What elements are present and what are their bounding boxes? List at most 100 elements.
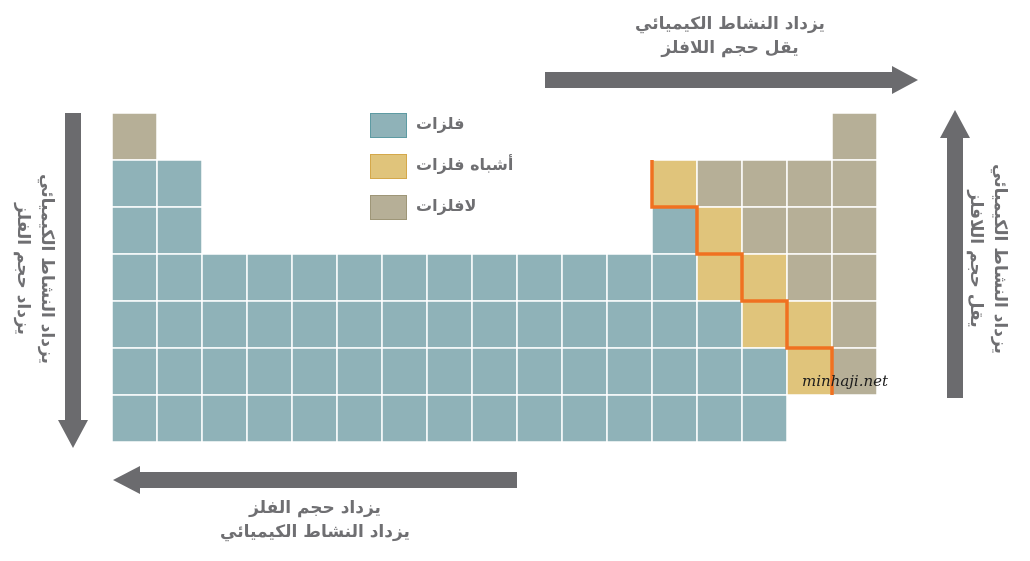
element-cell-metalloid <box>741 253 788 302</box>
element-cell-metalloid <box>651 159 698 208</box>
element-cell-nonmetal <box>831 159 878 208</box>
top-arrow-label: يزداد النشاط الكيميائي يقل حجم اللافلز <box>620 12 840 60</box>
element-cell-metal <box>426 253 473 302</box>
legend-swatch-metalloid <box>370 154 407 179</box>
element-cell-metalloid <box>786 300 833 349</box>
right-arrow-line-2: يقل حجم اللافلز <box>966 190 986 328</box>
element-cell-metal <box>606 347 653 396</box>
element-cell-metal <box>516 253 563 302</box>
element-cell-metal <box>516 300 563 349</box>
element-cell-metal <box>516 394 563 443</box>
element-cell-metal <box>561 253 608 302</box>
metalloid-boundary-line <box>650 160 834 395</box>
element-cell-metal <box>651 206 698 255</box>
element-cell-nonmetal <box>111 112 158 161</box>
element-cell-metal <box>201 394 248 443</box>
left-arrow-label: يزداد النشاط الكيميائي يزداد حجم الفلز <box>11 159 59 379</box>
element-cell-metal <box>381 347 428 396</box>
element-cell-metal <box>291 253 338 302</box>
element-cell-metal <box>291 300 338 349</box>
element-cell-metal <box>651 253 698 302</box>
legend-label-metalloid: أشباه فلزات <box>416 155 514 174</box>
element-cell-metal <box>561 300 608 349</box>
element-cell-metal <box>336 394 383 443</box>
element-cell-metal <box>651 347 698 396</box>
top-arrow-line-1: يزداد النشاط الكيميائي <box>635 14 825 34</box>
element-cell-nonmetal <box>786 206 833 255</box>
element-cell-metal <box>201 300 248 349</box>
element-cell-metal <box>651 300 698 349</box>
legend-label-metal: فلزات <box>416 114 465 133</box>
element-cell-metal <box>381 300 428 349</box>
right-arrow-line-1: يزداد النشاط الكيميائي <box>990 164 1010 354</box>
element-cell-metalloid <box>786 347 833 396</box>
element-cell-nonmetal <box>786 159 833 208</box>
element-cell-metal <box>201 347 248 396</box>
watermark: minhaji.net <box>802 372 889 390</box>
element-cell-metalloid <box>696 206 743 255</box>
element-cell-metal <box>111 206 158 255</box>
element-cell-metal <box>606 394 653 443</box>
element-cell-metal <box>336 347 383 396</box>
element-cell-metalloid <box>696 253 743 302</box>
element-cell-metal <box>156 347 203 396</box>
element-cell-metal <box>201 253 248 302</box>
element-cell-metal <box>471 253 518 302</box>
element-cell-metal <box>111 394 158 443</box>
bottom-arrow-label: يزداد حجم الفلز يزداد النشاط الكيميائي <box>205 496 425 544</box>
element-cell-nonmetal <box>831 112 878 161</box>
element-cell-metal <box>381 253 428 302</box>
element-cell-metal <box>156 253 203 302</box>
element-cell-metal <box>246 300 293 349</box>
element-cell-metal <box>426 300 473 349</box>
bottom-arrow-line-2: يزداد النشاط الكيميائي <box>220 522 410 542</box>
element-cell-metalloid <box>741 300 788 349</box>
element-cell-metal <box>156 206 203 255</box>
element-cell-metal <box>156 300 203 349</box>
element-cell-metal <box>516 347 563 396</box>
element-cell-metal <box>741 347 788 396</box>
right-arrow-label: يزداد النشاط الكيميائي يقل حجم اللافلز <box>964 149 1012 369</box>
element-cell-nonmetal <box>741 206 788 255</box>
element-cell-metal <box>741 394 788 443</box>
element-cell-metal <box>696 300 743 349</box>
element-cell-nonmetal <box>741 159 788 208</box>
element-cell-metal <box>246 394 293 443</box>
arrow-right-up <box>940 110 970 398</box>
element-cell-metal <box>696 394 743 443</box>
element-cell-metal <box>336 300 383 349</box>
element-cell-nonmetal <box>831 253 878 302</box>
left-arrow-line-1: يزداد النشاط الكيميائي <box>37 174 57 364</box>
element-cell-metal <box>111 253 158 302</box>
element-cell-metal <box>471 300 518 349</box>
element-cell-metal <box>471 347 518 396</box>
legend-swatch-nonmetal <box>370 195 407 220</box>
element-cell-metal <box>336 253 383 302</box>
element-cell-metal <box>561 394 608 443</box>
element-cell-metal <box>111 300 158 349</box>
element-cell-nonmetal <box>831 300 878 349</box>
bottom-arrow-line-1: يزداد حجم الفلز <box>249 498 381 518</box>
top-arrow-line-2: يقل حجم اللافلز <box>661 38 799 58</box>
arrow-top-right <box>545 66 918 94</box>
element-cell-metal <box>111 347 158 396</box>
element-cell-metal <box>561 347 608 396</box>
element-cell-nonmetal <box>831 206 878 255</box>
element-cell-metal <box>426 394 473 443</box>
arrow-bottom-left <box>113 466 517 494</box>
element-cell-metal <box>111 159 158 208</box>
element-cell-metal <box>246 253 293 302</box>
element-cell-metal <box>246 347 293 396</box>
element-cell-nonmetal <box>696 159 743 208</box>
element-cell-nonmetal <box>831 347 878 396</box>
element-cell-nonmetal <box>786 253 833 302</box>
element-cell-metal <box>606 300 653 349</box>
element-cell-metal <box>426 347 473 396</box>
element-cell-metal <box>471 394 518 443</box>
element-cell-metal <box>156 159 203 208</box>
element-cell-metal <box>606 253 653 302</box>
element-cell-metal <box>651 394 698 443</box>
element-cell-metal <box>696 347 743 396</box>
element-cell-metal <box>291 347 338 396</box>
